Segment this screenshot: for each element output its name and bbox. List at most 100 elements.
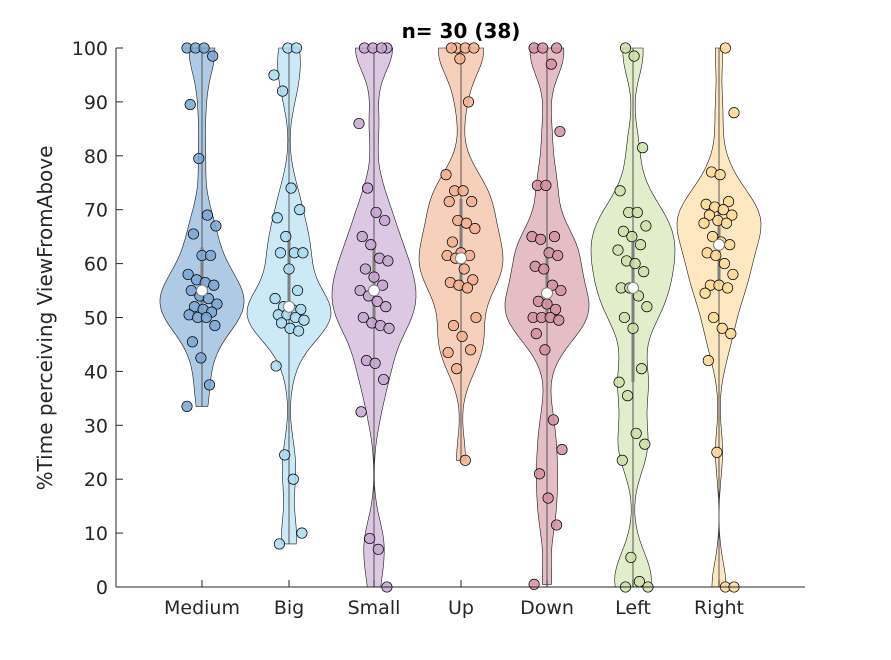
data-point [207, 50, 219, 62]
data-point [468, 42, 480, 54]
data-point [459, 454, 471, 466]
data-point [631, 206, 643, 218]
violin-up [418, 42, 504, 466]
x-tick-label: Left [615, 597, 651, 619]
data-point [462, 96, 475, 108]
data-point [710, 249, 722, 262]
x-tick-label: Big [274, 597, 304, 619]
data-point [720, 217, 733, 229]
data-point [370, 206, 382, 218]
data-point [703, 209, 715, 221]
data-point [728, 107, 740, 119]
data-point [182, 268, 194, 280]
violin-small [331, 42, 417, 593]
median-marker [713, 238, 725, 251]
data-point [372, 543, 384, 555]
y-tick-label: 20 [84, 469, 108, 491]
data-point [458, 263, 470, 275]
y-axis-title: %Time perceiving ViewFromAbove [33, 146, 57, 491]
data-point [445, 42, 457, 54]
violin-big [246, 42, 332, 550]
data-point [718, 258, 730, 270]
data-point [297, 247, 309, 259]
data-point [638, 266, 650, 278]
data-point [440, 169, 452, 181]
data-point [724, 239, 736, 251]
data-point [377, 279, 389, 291]
data-point [552, 249, 564, 262]
data-point [625, 551, 637, 563]
data-point [362, 182, 374, 194]
data-point [465, 344, 477, 356]
data-point [545, 58, 557, 70]
data-point [292, 284, 304, 297]
data-point [380, 301, 392, 313]
data-point [530, 328, 542, 340]
data-point [210, 220, 222, 232]
data-point [298, 314, 310, 326]
median-marker [541, 287, 553, 300]
violin-right [676, 42, 762, 593]
data-point [290, 42, 303, 54]
data-point [378, 373, 390, 386]
data-point [726, 209, 738, 221]
data-point [202, 293, 214, 305]
data-point [466, 196, 478, 208]
y-tick-label: 50 [84, 308, 108, 330]
data-point [364, 532, 376, 545]
data-point [538, 263, 550, 275]
data-point [535, 233, 547, 245]
data-point [708, 311, 720, 324]
data-point [375, 42, 388, 54]
data-point [203, 379, 216, 391]
y-tick-label: 100 [72, 38, 108, 60]
data-point [198, 42, 210, 54]
y-tick-label: 70 [84, 200, 108, 222]
data-point [280, 231, 292, 243]
y-tick-label: 10 [84, 523, 108, 545]
data-point [456, 330, 468, 342]
x-tick-label: Down [520, 597, 574, 619]
data-point [283, 263, 295, 275]
median-marker [627, 281, 639, 294]
data-point [550, 303, 562, 315]
violin-medium [159, 42, 245, 412]
data-point [211, 298, 223, 310]
data-point [200, 311, 212, 324]
data-point [181, 400, 193, 412]
data-point [553, 314, 565, 326]
data-point [619, 42, 632, 54]
data-point [622, 390, 634, 402]
x-tick-label: Up [448, 597, 474, 619]
data-point [632, 290, 644, 302]
data-point [295, 303, 307, 315]
chart-title: n= 30 (38) [402, 19, 521, 43]
data-point [460, 217, 472, 229]
data-point [699, 287, 711, 299]
data-point [368, 271, 380, 283]
data-point [271, 212, 283, 224]
data-point [379, 214, 391, 227]
y-tick-label: 80 [84, 146, 108, 168]
y-tick-label: 90 [84, 92, 108, 114]
data-point [457, 185, 469, 197]
data-point [719, 42, 731, 54]
data-point [296, 527, 308, 539]
data-point [612, 244, 624, 256]
data-point [355, 406, 367, 418]
data-point [554, 125, 566, 138]
data-point [707, 231, 719, 243]
y-tick-label: 60 [84, 254, 108, 276]
data-point [269, 293, 281, 305]
data-point [187, 228, 199, 240]
x-tick-label: Small [348, 597, 401, 619]
data-point [551, 519, 563, 531]
data-point [195, 352, 207, 364]
data-point [616, 454, 628, 466]
violin-left [590, 42, 676, 593]
data-point [725, 328, 737, 340]
median-marker [196, 284, 208, 297]
data-point [447, 320, 460, 332]
data-point [618, 311, 630, 324]
